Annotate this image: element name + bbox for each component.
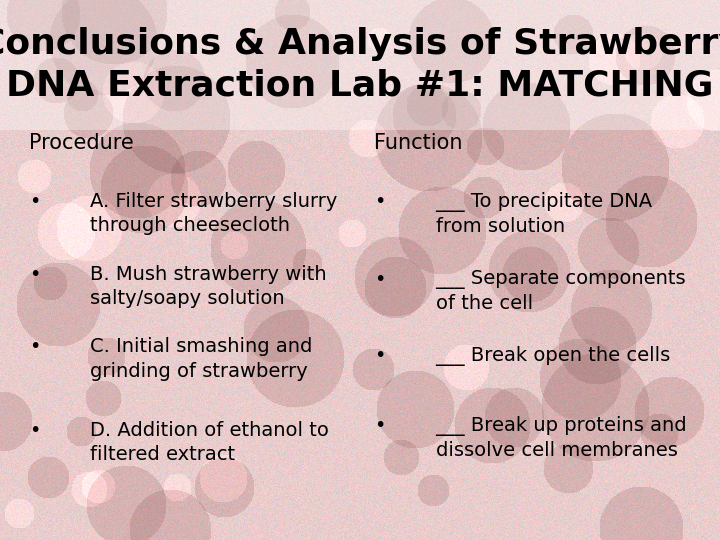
Text: C. Initial smashing and
grinding of strawberry: C. Initial smashing and grinding of stra… <box>90 338 312 381</box>
Bar <box>0 0 720 130</box>
Text: Conclusions & Analysis of Strawberry
DNA Extraction Lab #1: MATCHING: Conclusions & Analysis of Strawberry DNA… <box>0 28 720 102</box>
Text: •: • <box>374 346 386 365</box>
Text: •: • <box>29 338 40 356</box>
Text: •: • <box>374 416 386 435</box>
Text: ___ Break open the cells: ___ Break open the cells <box>436 346 671 366</box>
Text: B. Mush strawberry with
salty/soapy solution: B. Mush strawberry with salty/soapy solu… <box>90 265 327 308</box>
Text: Procedure: Procedure <box>29 133 133 153</box>
Text: •: • <box>29 192 40 211</box>
Text: ___ To precipitate DNA
from solution: ___ To precipitate DNA from solution <box>436 192 653 236</box>
Text: •: • <box>374 192 386 211</box>
Text: D. Addition of ethanol to
filtered extract: D. Addition of ethanol to filtered extra… <box>90 421 329 464</box>
Text: ___ Separate components
of the cell: ___ Separate components of the cell <box>436 270 686 313</box>
Text: •: • <box>374 270 386 289</box>
Text: Function: Function <box>374 133 463 153</box>
Text: A. Filter strawberry slurry
through cheesecloth: A. Filter strawberry slurry through chee… <box>90 192 338 235</box>
Text: •: • <box>29 265 40 284</box>
Text: •: • <box>29 421 40 440</box>
Text: ___ Break up proteins and
dissolve cell membranes: ___ Break up proteins and dissolve cell … <box>436 416 687 460</box>
